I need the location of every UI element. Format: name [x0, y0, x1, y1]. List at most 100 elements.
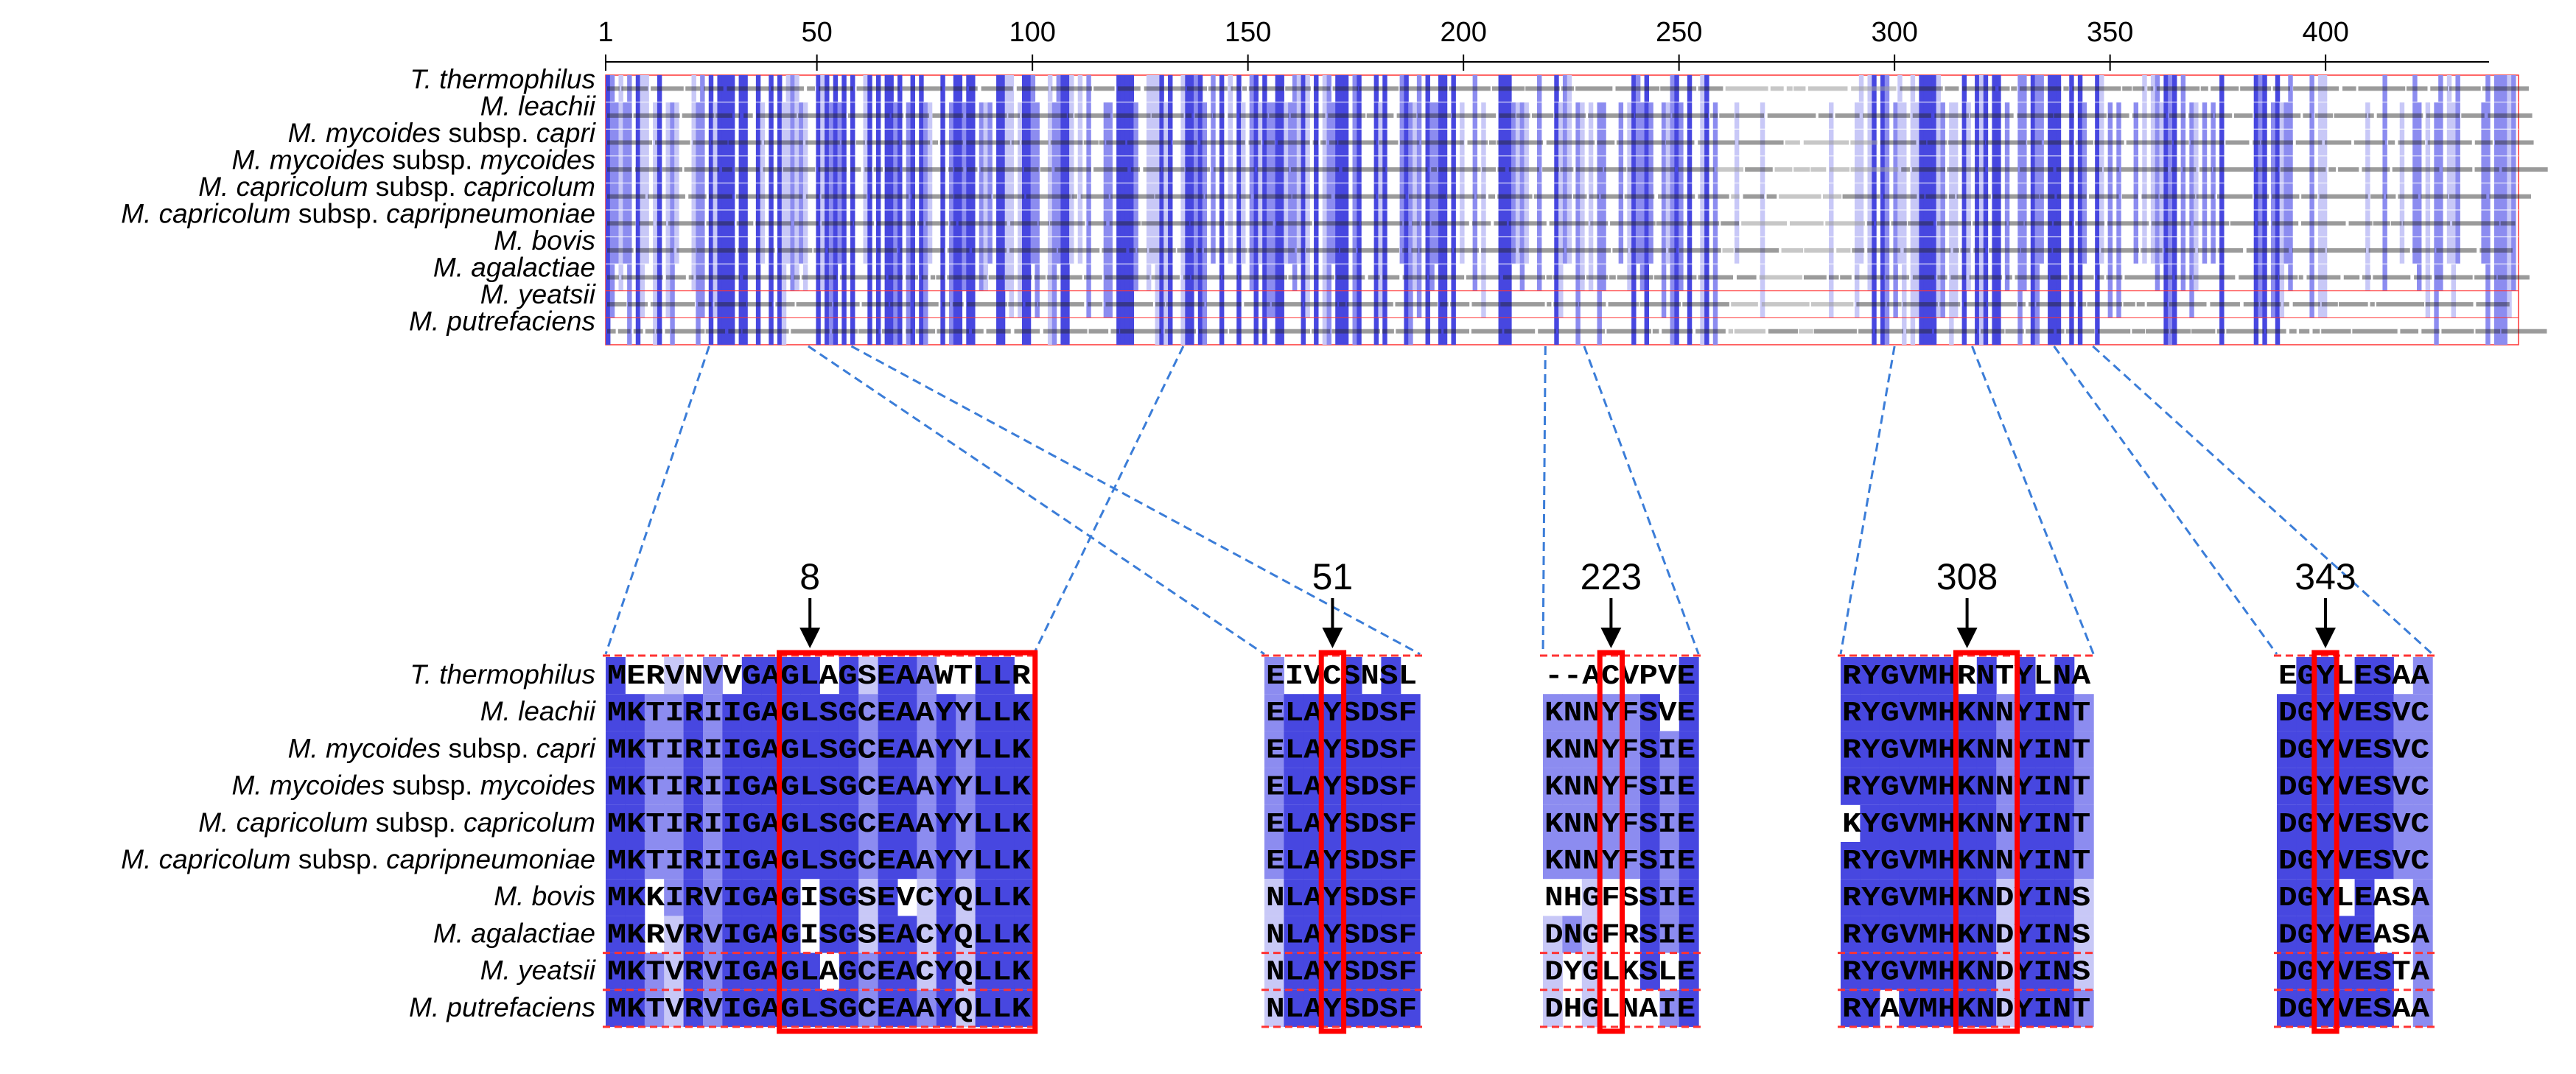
residue-cell: [2393, 804, 2414, 842]
overview-residue-text: [656, 329, 662, 334]
overview-residue-text: [1549, 221, 1589, 226]
residue-cell: [1400, 989, 1421, 1027]
residue-cell: [2035, 916, 2055, 953]
residue-cell: [1543, 768, 1563, 805]
residue-cell: [975, 842, 995, 880]
overview-residue-text: [833, 302, 860, 307]
residue-cell: [1323, 916, 1343, 953]
residue-cell: [936, 842, 956, 880]
overview-residue-text: [2124, 275, 2173, 280]
overview-residue-text: [861, 302, 889, 307]
overview-residue-text: [821, 194, 867, 199]
residue-cell: [2315, 731, 2336, 768]
overview-residue-text: [685, 86, 701, 91]
overview-residue-text: [1925, 194, 1947, 199]
overview-residue-text: [827, 248, 877, 253]
overview-residue-text: [932, 140, 939, 145]
residue-cell: [703, 731, 723, 768]
overview-residue-text: [1051, 86, 1093, 91]
residue-cell: [1957, 768, 1978, 805]
residue-cell: [1264, 842, 1284, 880]
overview-conservation-column: [609, 75, 615, 318]
residue-cell: [1659, 731, 1680, 768]
residue-cell: [1841, 842, 1861, 880]
overview-residue-text: [2254, 194, 2269, 199]
residue-cell: [1679, 768, 1699, 805]
overview-residue-text: [1553, 302, 1578, 307]
overview-residue-text: [1891, 221, 1907, 226]
residue-cell: [1879, 657, 1900, 695]
overview-residue-text: [1908, 221, 1933, 226]
overview-residue-text: [864, 167, 872, 172]
overview-residue-text: [1054, 167, 1091, 172]
overview-residue-text: [905, 113, 929, 118]
residue-cell: [664, 989, 685, 1027]
overview-residue-text: [950, 221, 956, 226]
overview-residue-text: [1947, 167, 1978, 172]
residue-cell: [722, 731, 743, 768]
residue-cell: [1381, 989, 1401, 1027]
overview-residue-text: [1639, 302, 1681, 307]
overview-residue-text: [867, 140, 900, 145]
overview-residue-text: [2368, 248, 2410, 253]
species-label: M. bovis: [494, 225, 595, 256]
residue-cell: [819, 916, 840, 953]
species-subsp-text: subsp.: [385, 771, 480, 801]
overview-residue-text: [2392, 167, 2440, 172]
overview-residue-text: [1185, 113, 1192, 118]
overview-residue-text: [1719, 113, 1735, 118]
residue-cell: [606, 694, 626, 731]
overview-residue-text: [1588, 113, 1634, 118]
overview-residue-text: [971, 329, 984, 334]
residue-cell: [703, 694, 723, 731]
residue-cell: [1996, 731, 2017, 768]
residue-cell: [878, 879, 898, 916]
overview-conservation-column: [670, 102, 675, 345]
residue-cell: [664, 842, 685, 880]
overview-residue-text: [1346, 302, 1393, 307]
species-subsp-text: subsp.: [368, 172, 464, 202]
residue-cell: [1562, 842, 1583, 880]
residue-cell: [1381, 842, 1401, 880]
overview-residue-text: [925, 221, 949, 226]
residue-cell: [606, 657, 626, 695]
overview-residue-text: [1137, 248, 1147, 253]
overview-residue-text: [607, 113, 633, 118]
residue-cell: [819, 694, 840, 731]
overview-conservation-column: [1305, 75, 1310, 318]
overview-conservation-column: [1408, 102, 1413, 345]
overview-residue-text: [665, 329, 671, 334]
species-genus-name: T. thermophilus: [410, 64, 595, 94]
overview-residue-text: [939, 140, 963, 145]
residue-cell: [664, 879, 685, 916]
residue-cell: [956, 879, 976, 916]
overview-residue-text: [2216, 194, 2253, 199]
residue-cell: [956, 916, 976, 953]
overview-residue-text: [1248, 140, 1261, 145]
residue-cell: [1284, 989, 1304, 1027]
overview-residue-text: [1016, 86, 1049, 91]
overview-residue-text: [1970, 113, 2014, 118]
overview-residue-text: [1508, 221, 1547, 226]
overview-residue-text: [2260, 302, 2281, 307]
overview-residue-text: [1177, 248, 1194, 253]
residue-cell: [2054, 768, 2075, 805]
overview-residue-text: [1665, 140, 1695, 145]
residue-cell: [1264, 804, 1284, 842]
overview-residue-text: [696, 248, 736, 253]
species-genus-name: M. mycoides: [231, 144, 385, 175]
overview-residue-text: [2479, 248, 2513, 253]
overview-residue-text: [1793, 86, 1806, 91]
residue-cell: [1996, 768, 2017, 805]
overview-residue-text: [1850, 140, 1878, 145]
overview-residue-text: [1194, 113, 1212, 118]
overview-residue-text: [1244, 302, 1270, 307]
overview-residue-text: [1875, 329, 1904, 334]
overview-residue-text: [628, 302, 648, 307]
overview-residue-text: [942, 302, 951, 307]
overview-residue-text: [2077, 113, 2107, 118]
ruler-tick-label: 50: [802, 17, 833, 48]
overview-residue-text: [1417, 113, 1452, 118]
residue-cell: [664, 731, 685, 768]
residue-cell: [664, 694, 685, 731]
